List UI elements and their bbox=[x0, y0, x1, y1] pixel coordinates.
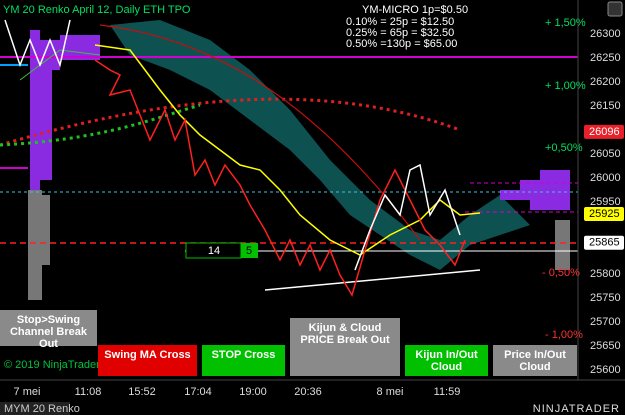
price-label: 25650 bbox=[590, 340, 621, 352]
instrument-tab[interactable] bbox=[0, 402, 70, 415]
tpo-profile bbox=[30, 30, 100, 190]
price-marker bbox=[584, 235, 624, 250]
percent-label: - 1,00% bbox=[545, 329, 583, 341]
trend-line bbox=[264, 269, 481, 291]
dynamic-layer: 26300 26250 26200 26150 26050 26000 25950 25800… bbox=[0, 28, 624, 398]
moving-average-dotted bbox=[0, 97, 461, 147]
percent-label: - 0,50% bbox=[542, 267, 580, 279]
price-marker-label: 25925 bbox=[589, 208, 620, 220]
price-label: 25800 bbox=[590, 268, 621, 280]
signal-button-label: Swing MA Cross bbox=[104, 349, 190, 361]
price-label: 25600 bbox=[590, 364, 621, 376]
trend-line bbox=[19, 49, 101, 81]
time-label: 7 mei bbox=[14, 386, 41, 398]
signal-button[interactable] bbox=[98, 345, 197, 376]
price-label: 25950 bbox=[590, 196, 621, 208]
time-label: 8 mei bbox=[377, 386, 404, 398]
info-line: YM-MICRO 1p=$0.50 bbox=[362, 4, 468, 16]
tpo-profile-right-lower bbox=[555, 220, 570, 270]
signal-button[interactable] bbox=[405, 345, 488, 376]
chart-title: YM 20 Renko April 12, Daily ETH TPO bbox=[3, 4, 191, 16]
counter-value: 14 bbox=[208, 245, 220, 257]
time-label: 15:52 bbox=[128, 386, 156, 398]
time-label: 11:59 bbox=[434, 386, 461, 398]
signal-button-label: Kijun In/Out Cloud bbox=[415, 349, 478, 373]
price-marker-label: 26096 bbox=[589, 126, 620, 138]
signal-button-label: Price In/Out Cloud bbox=[504, 349, 566, 373]
signal-line bbox=[94, 44, 481, 256]
info-line: 0.25% = 65p = $32.50 bbox=[346, 27, 454, 39]
instrument-tab-label: MYM 20 Renko bbox=[4, 403, 80, 415]
tpo-profile-right bbox=[500, 170, 570, 210]
percent-label: + 1,00% bbox=[545, 80, 586, 92]
signal-button[interactable] bbox=[493, 345, 577, 376]
moving-average-green bbox=[0, 103, 201, 147]
signal-button-label: STOP Cross bbox=[212, 349, 276, 361]
signal-button[interactable] bbox=[290, 318, 400, 376]
percent-label: +0,50% bbox=[545, 142, 583, 154]
price-label: 26050 bbox=[590, 148, 621, 160]
price-label: 26000 bbox=[590, 172, 621, 184]
info-line: 0.10% = 25p = $12.50 bbox=[346, 16, 454, 28]
price-label: 26250 bbox=[590, 52, 621, 64]
info-box: YM-MICRO 1p=$0.50 0.10% = 25p = $12.50 0… bbox=[346, 4, 468, 50]
close-button[interactable] bbox=[607, 1, 623, 17]
price-line-white bbox=[4, 19, 71, 68]
copyright: © 2019 NinjaTrader, LLC bbox=[4, 359, 125, 371]
time-label: 11:08 bbox=[75, 386, 102, 398]
price-label: 26200 bbox=[590, 76, 621, 88]
brand: NINJATRADER bbox=[533, 403, 620, 415]
price-marker bbox=[584, 124, 624, 139]
time-label: 17:04 bbox=[184, 386, 212, 398]
time-label: 19:00 bbox=[239, 386, 267, 398]
price-marker-label: 25865 bbox=[589, 237, 620, 249]
signal-button-label: Kijun & Cloud PRICE Break Out bbox=[300, 322, 390, 346]
price-line-white bbox=[354, 163, 461, 271]
percent-label: + 1,50% bbox=[545, 17, 586, 29]
info-line: 0.50% =130p = $65.00 bbox=[346, 38, 457, 50]
price-label: 26300 bbox=[590, 28, 621, 40]
tpo-profile-lower bbox=[28, 190, 50, 300]
counter-value: 5 bbox=[246, 245, 252, 257]
counter-box bbox=[241, 243, 258, 258]
signal-button[interactable] bbox=[202, 345, 285, 376]
price-label: 25750 bbox=[590, 292, 621, 304]
price-line bbox=[94, 59, 466, 297]
signal-button[interactable] bbox=[0, 310, 97, 346]
percent-labels: + 1,50% + 1,00% +0,50% - 0,50% - 1,00% bbox=[542, 17, 586, 341]
price-label: 26150 bbox=[590, 100, 621, 112]
signal-button-label: Stop>Swing Channel Break Out bbox=[10, 314, 88, 350]
price-label: 25700 bbox=[590, 316, 621, 328]
price-marker bbox=[584, 207, 624, 221]
time-label: 20:36 bbox=[294, 386, 322, 398]
ichimoku-cloud bbox=[110, 20, 530, 270]
